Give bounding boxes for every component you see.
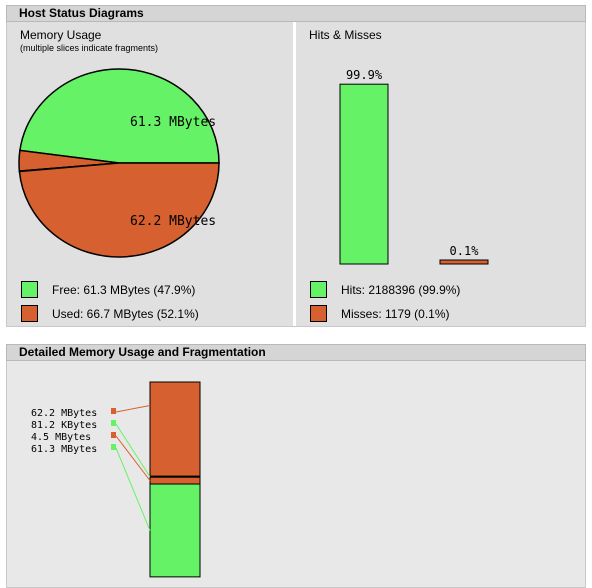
frag-marker-1: [111, 420, 116, 426]
misses-legend-swatch: [310, 305, 327, 322]
frag-label-1: 81.2 KBytes: [31, 420, 97, 431]
frag-marker-0: [111, 408, 116, 414]
frag-connector-3: [115, 447, 151, 531]
pie-label-used: 62.2 MBytes: [130, 214, 216, 229]
frag-connector-0: [115, 405, 151, 413]
bar-hits: [339, 83, 389, 265]
bar-label-hits: 99.9%: [346, 68, 383, 82]
free-legend-label: Free: 61.3 MBytes (47.9%): [52, 283, 196, 297]
host-status-title: Host Status Diagrams: [19, 6, 144, 20]
frag-label-0: 62.2 MBytes: [31, 408, 97, 419]
frag-connector-2: [115, 435, 151, 481]
frag-segment-3: [149, 483, 201, 578]
host-status-header: Host Status Diagrams: [6, 5, 586, 22]
hits-misses-title: Hits & Misses: [309, 28, 382, 42]
memory-pie-chart: 61.3 MBytes 62.2 MBytes: [18, 68, 220, 258]
hits-legend-label: Hits: 2188396 (99.9%): [341, 283, 461, 297]
frag-segment-0: [149, 381, 201, 477]
used-legend-label: Used: 66.7 MBytes (52.1%): [52, 307, 199, 321]
hits-misses-bar-chart: 99.9% 0.1%: [339, 68, 489, 265]
pie-slice-0: [19, 68, 220, 164]
used-legend-swatch: [21, 305, 38, 322]
memory-usage-subtitle: (multiple slices indicate fragments): [20, 43, 159, 53]
frag-marker-2: [111, 432, 116, 438]
fragmentation-panel: [6, 361, 586, 588]
free-legend-swatch: [21, 281, 38, 298]
frag-label-2: 4.5 MBytes: [31, 432, 91, 443]
misses-legend-label: Misses: 1179 (0.1%): [341, 307, 450, 321]
frag-label-3: 61.3 MBytes: [31, 444, 97, 455]
frag-connector-1: [115, 423, 151, 477]
pie-label-free: 61.3 MBytes: [130, 115, 216, 130]
fragmentation-title: Detailed Memory Usage and Fragmentation: [19, 345, 266, 359]
bar-misses: [439, 259, 489, 265]
frag-marker-3: [111, 444, 116, 450]
hits-legend-swatch: [310, 281, 327, 298]
bar-label-misses: 0.1%: [450, 244, 480, 258]
pie-slice-3: [18, 162, 220, 258]
frag-segment-2: [149, 476, 201, 485]
memory-usage-title: Memory Usage: [20, 28, 102, 42]
fragmentation-header: Detailed Memory Usage and Fragmentation: [6, 344, 586, 361]
